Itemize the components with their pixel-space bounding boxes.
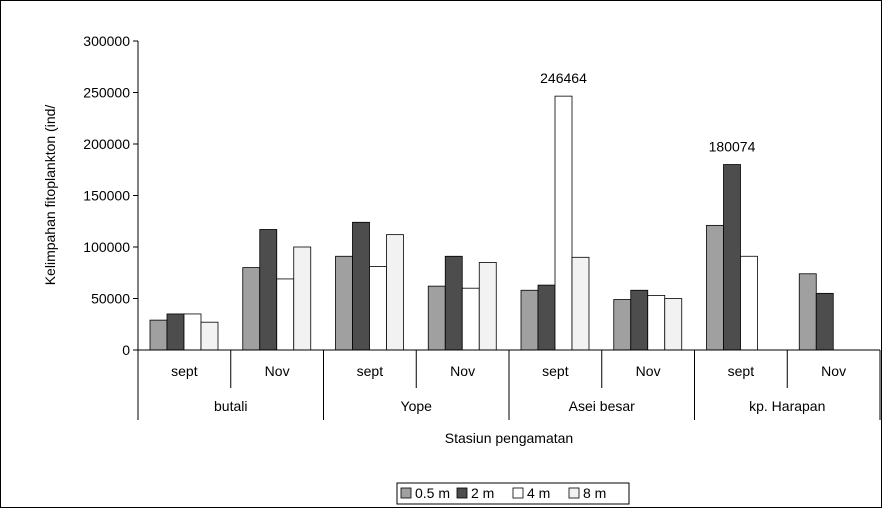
x-axis-label: Stasiun pengamatan [445, 430, 573, 446]
bar [353, 222, 370, 350]
bar [201, 322, 218, 350]
bar [243, 268, 260, 350]
bar [707, 225, 724, 350]
x-tick-label: sept [542, 363, 569, 379]
legend-label: 2 m [471, 485, 494, 501]
bar [741, 256, 758, 350]
y-tick-label: 250000 [83, 85, 130, 101]
bar [572, 257, 589, 350]
station-label: Yope [401, 398, 433, 414]
bar [648, 295, 665, 350]
station-label: Asei besar [569, 398, 635, 414]
bar [724, 165, 741, 350]
y-tick-label: 200000 [83, 136, 130, 152]
bar [614, 300, 631, 350]
x-tick-label: Nov [265, 363, 290, 379]
bar [387, 235, 404, 350]
x-tick-label: Nov [450, 363, 475, 379]
bar [428, 286, 445, 350]
y-tick-label: 50000 [91, 291, 130, 307]
x-tick-label: sept [728, 363, 755, 379]
bar [631, 290, 648, 350]
station-label: butali [214, 398, 247, 414]
y-axis-label: Kelimpahan fitoplankton (ind/ [42, 105, 58, 286]
bar [538, 285, 555, 350]
x-tick-label: Nov [821, 363, 846, 379]
legend-swatch [401, 488, 411, 498]
bar [336, 256, 353, 350]
bar [184, 314, 201, 350]
bar [167, 314, 184, 350]
bar [150, 320, 167, 350]
bar [294, 247, 311, 350]
bar [260, 229, 277, 350]
bar [555, 96, 572, 350]
x-tick-label: sept [357, 363, 384, 379]
data-label: 180074 [709, 139, 756, 155]
bar [799, 274, 816, 350]
bar [521, 290, 538, 350]
legend-label: 8 m [583, 485, 606, 501]
bar [277, 279, 294, 350]
data-label: 246464 [540, 70, 587, 86]
legend-swatch [513, 488, 523, 498]
legend-swatch [457, 488, 467, 498]
bar [665, 299, 682, 351]
legend-swatch [569, 488, 579, 498]
y-tick-label: 300000 [83, 33, 130, 49]
bar [816, 293, 833, 350]
bar [370, 267, 387, 350]
legend-label: 0.5 m [415, 485, 450, 501]
y-tick-label: 100000 [83, 239, 130, 255]
x-tick-label: sept [171, 363, 198, 379]
bar [445, 256, 462, 350]
y-tick-label: 150000 [83, 188, 130, 204]
x-tick-label: Nov [636, 363, 661, 379]
bar [479, 262, 496, 350]
station-label: kp. Harapan [749, 398, 825, 414]
bar [462, 288, 479, 350]
legend-label: 4 m [527, 485, 550, 501]
y-tick-label: 0 [122, 342, 130, 358]
legend: 0.5 m 2 m 4 m 8 m [397, 483, 629, 504]
